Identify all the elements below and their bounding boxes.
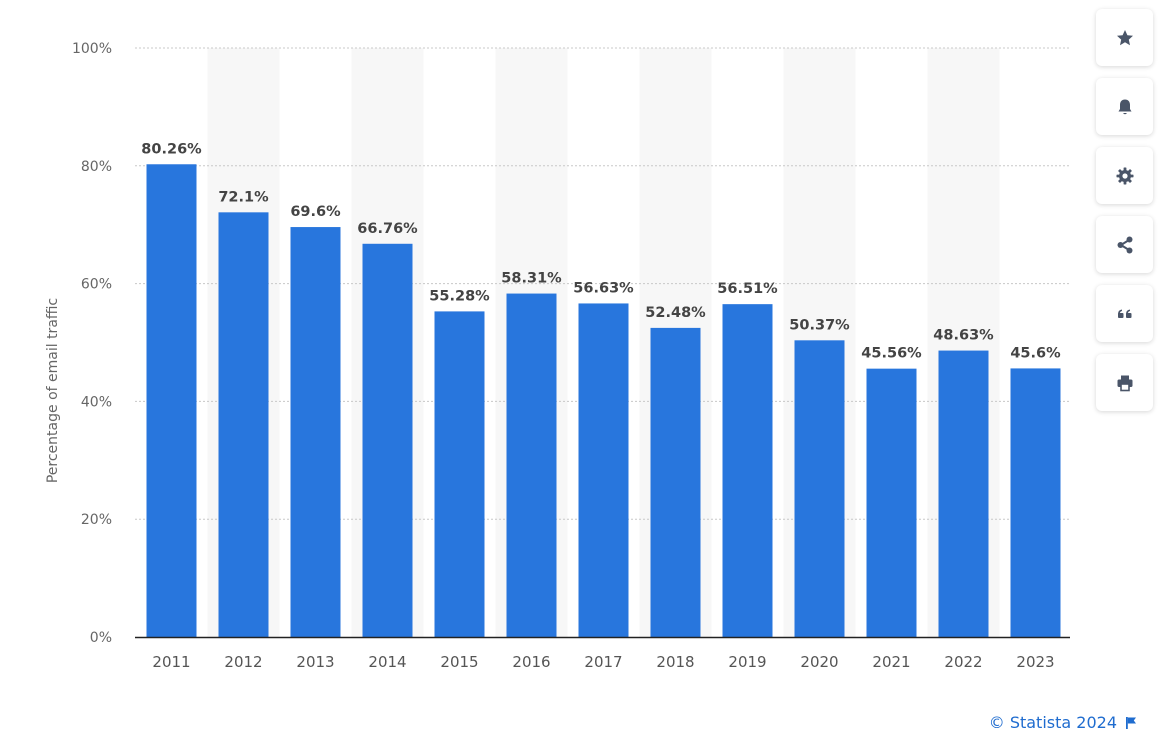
- data-label: 48.63%: [933, 328, 994, 344]
- data-label: 45.6%: [1010, 345, 1061, 361]
- print-button[interactable]: [1096, 354, 1153, 411]
- x-tick-label: 2017: [584, 653, 622, 671]
- share-button[interactable]: [1096, 216, 1153, 273]
- bars: [146, 164, 1061, 637]
- data-label: 50.37%: [789, 317, 850, 333]
- data-label: 80.26%: [141, 141, 202, 157]
- x-tick-label: 2023: [1016, 653, 1054, 671]
- favorite-button[interactable]: [1096, 9, 1153, 66]
- y-axis-title: Percentage of email traffic: [45, 298, 61, 483]
- gear-icon: [1116, 167, 1133, 184]
- x-tick-label: 2021: [872, 653, 910, 671]
- chart-toolbar: [1096, 9, 1153, 423]
- x-tick-label: 2022: [944, 653, 982, 671]
- share-icon: [1117, 236, 1132, 253]
- bar-2019[interactable]: [722, 304, 773, 637]
- printer-icon: [1117, 375, 1132, 391]
- y-axis-ticks: 0% 20% 40% 60% 80% 100%: [72, 41, 112, 646]
- data-label: 45.56%: [861, 346, 922, 362]
- y-tick-label: 60%: [81, 277, 112, 293]
- y-tick-label: 40%: [81, 394, 112, 410]
- data-labels: 80.26% 72.1% 69.6% 66.76% 55.28% 58.31% 56.63%…: [141, 141, 1061, 361]
- x-axis-ticks: 2011 2012 2013 2014 2015 2016 2017 2018 2019 2020…: [152, 653, 1054, 671]
- y-tick-label: 100%: [72, 41, 112, 57]
- settings-button[interactable]: [1096, 147, 1153, 204]
- x-tick-label: 2019: [728, 653, 766, 671]
- x-tick-label: 2012: [224, 653, 262, 671]
- bar-2022[interactable]: [938, 350, 989, 637]
- x-tick-label: 2011: [152, 653, 190, 671]
- bell-icon: [1118, 99, 1131, 114]
- x-tick-label: 2016: [512, 653, 550, 671]
- credit-text[interactable]: © Statista 2024: [988, 713, 1117, 732]
- bar-2012[interactable]: [218, 212, 269, 637]
- statista-credit[interactable]: © Statista 2024: [989, 713, 1137, 732]
- data-label: 52.48%: [645, 305, 706, 321]
- bar-2015[interactable]: [434, 311, 485, 637]
- x-tick-label: 2018: [656, 653, 694, 671]
- bar-2020[interactable]: [794, 340, 845, 637]
- data-label: 58.31%: [501, 271, 562, 287]
- cite-button[interactable]: [1096, 285, 1153, 342]
- data-label: 69.6%: [290, 204, 341, 220]
- y-tick-label: 0%: [90, 630, 112, 646]
- data-label: 56.63%: [573, 280, 634, 296]
- bar-2021[interactable]: [866, 368, 917, 637]
- x-tick-label: 2014: [368, 653, 406, 671]
- x-tick-label: 2020: [800, 653, 838, 671]
- bar-2014[interactable]: [362, 243, 413, 637]
- data-label: 55.28%: [429, 288, 490, 304]
- bar-chart: 0% 20% 40% 60% 80% 100% 80.26% 72.1% 69.6% 66.76…: [45, 41, 1070, 671]
- y-tick-label: 20%: [81, 512, 112, 528]
- star-icon: [1116, 29, 1133, 45]
- y-tick-label: 80%: [81, 159, 112, 175]
- data-label: 56.51%: [717, 281, 778, 297]
- bar-2011[interactable]: [146, 164, 197, 637]
- x-tick-label: 2015: [440, 653, 478, 671]
- x-tick-label: 2013: [296, 653, 334, 671]
- bar-2023[interactable]: [1010, 368, 1061, 637]
- data-label: 72.1%: [218, 189, 269, 205]
- notification-button[interactable]: [1096, 78, 1153, 135]
- data-label: 66.76%: [357, 221, 418, 237]
- flag-icon[interactable]: [1125, 716, 1137, 730]
- quote-icon: [1117, 309, 1131, 318]
- bar-2018[interactable]: [650, 327, 701, 637]
- bar-2016[interactable]: [506, 293, 557, 637]
- bar-2013[interactable]: [290, 227, 341, 637]
- bar-2017[interactable]: [578, 303, 629, 637]
